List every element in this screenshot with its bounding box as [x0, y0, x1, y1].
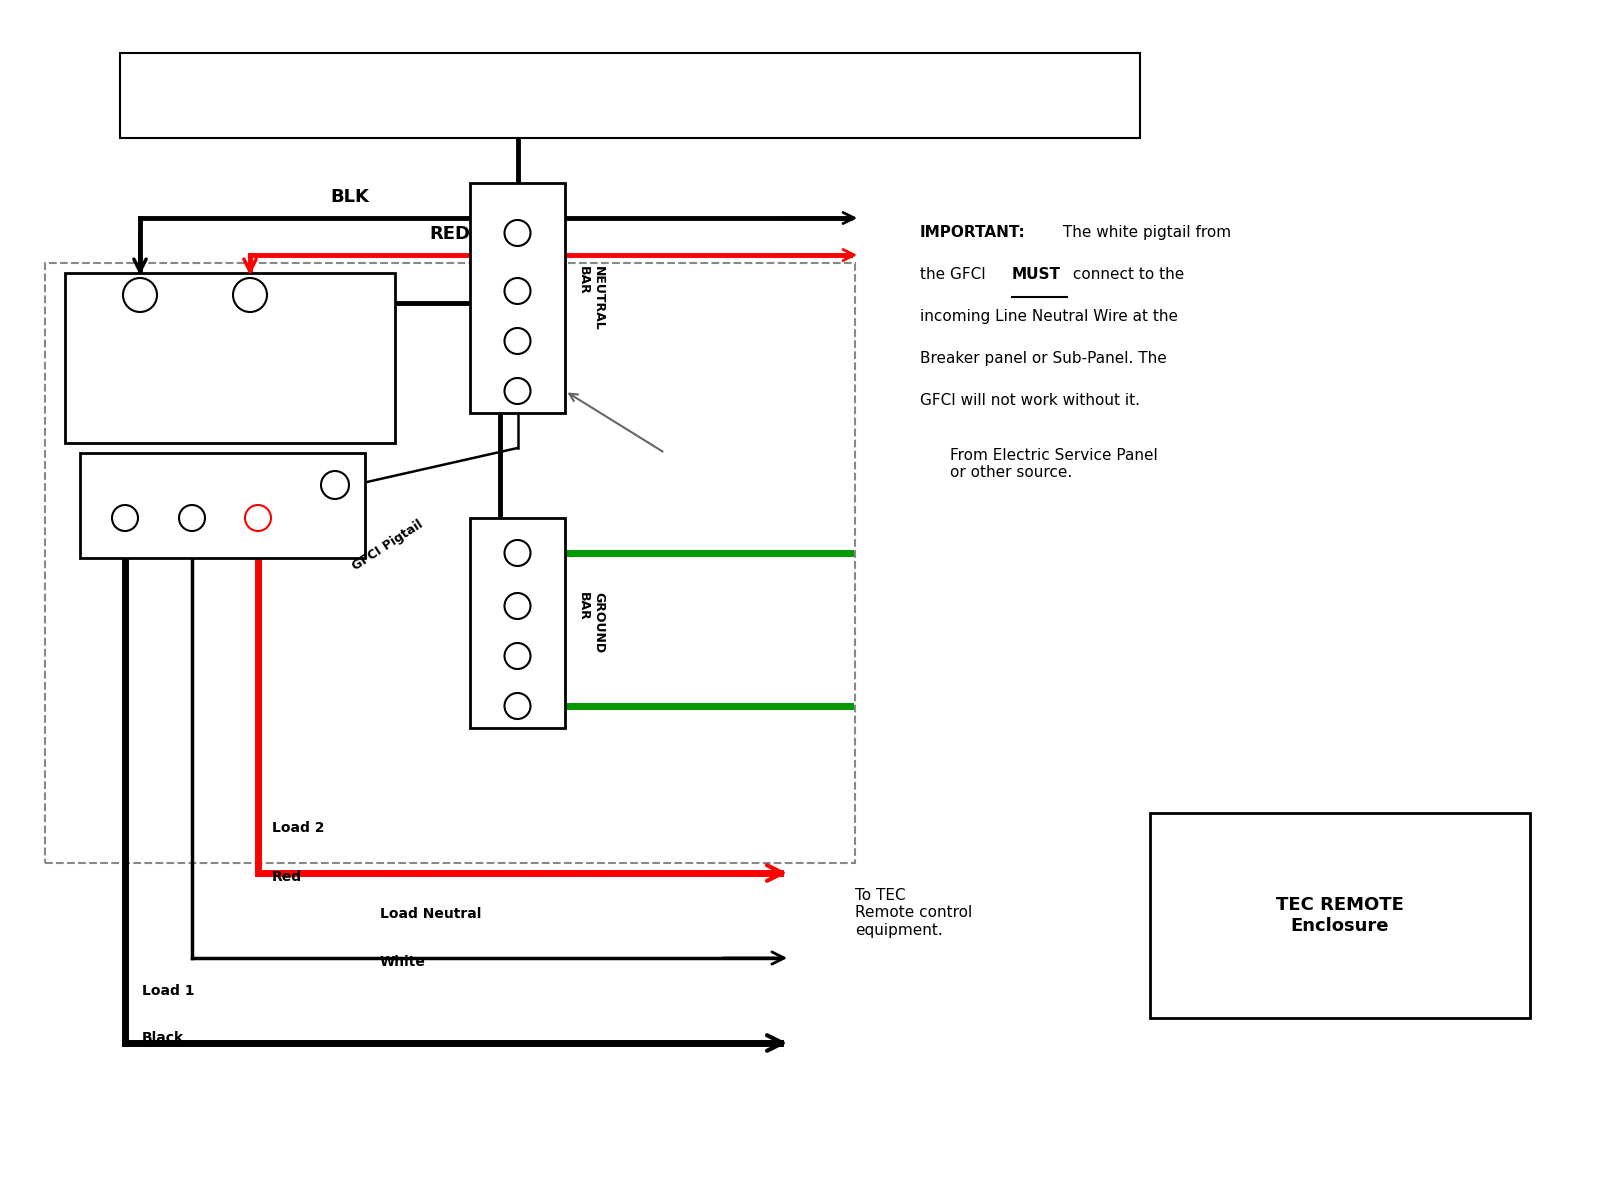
- Text: TEC REMOTE
Enclosure: TEC REMOTE Enclosure: [1277, 896, 1403, 935]
- Bar: [120, 53, 1139, 138]
- Circle shape: [234, 278, 267, 312]
- Text: BLK: BLK: [331, 188, 370, 206]
- Text: GFCI Pigtail: GFCI Pigtail: [350, 518, 426, 574]
- Text: NEUTRAL
BAR: NEUTRAL BAR: [578, 266, 605, 331]
- Text: White: White: [381, 955, 426, 968]
- Text: Breaker panel or Sub-Panel. The: Breaker panel or Sub-Panel. The: [920, 351, 1166, 366]
- Bar: [470, 518, 565, 728]
- Text: Red: Red: [272, 870, 302, 884]
- Text: the GFCI: the GFCI: [920, 267, 990, 282]
- Text: RED: RED: [429, 225, 470, 243]
- Text: Black: Black: [142, 1031, 184, 1045]
- Circle shape: [504, 328, 531, 354]
- Text: incoming Line Neutral Wire at the: incoming Line Neutral Wire at the: [920, 309, 1178, 324]
- Text: WHT: WHT: [598, 103, 642, 122]
- Text: connect to the: connect to the: [1069, 267, 1184, 282]
- Bar: [66, 273, 395, 443]
- Text: MUST: MUST: [1011, 267, 1061, 282]
- Circle shape: [504, 642, 531, 669]
- Circle shape: [504, 540, 531, 565]
- Circle shape: [504, 693, 531, 719]
- Circle shape: [322, 472, 349, 499]
- Text: To TEC
Remote control
equipment.: To TEC Remote control equipment.: [854, 888, 973, 938]
- Circle shape: [245, 505, 270, 531]
- Text: Load 2: Load 2: [272, 820, 325, 835]
- Circle shape: [504, 378, 531, 404]
- Bar: [80, 454, 365, 558]
- Bar: [45, 263, 854, 863]
- Circle shape: [504, 593, 531, 620]
- Bar: [1150, 813, 1530, 1018]
- Text: GROUND
BAR: GROUND BAR: [578, 592, 605, 653]
- Text: IMPORTANT:: IMPORTANT:: [920, 225, 1026, 241]
- Circle shape: [504, 220, 531, 245]
- Text: GFCI will not work without it.: GFCI will not work without it.: [920, 393, 1139, 408]
- Bar: [470, 183, 565, 413]
- Circle shape: [123, 278, 157, 312]
- Text: From Electric Service Panel
or other source.: From Electric Service Panel or other sou…: [950, 448, 1158, 480]
- Circle shape: [504, 278, 531, 304]
- Text: Load Neutral: Load Neutral: [381, 907, 482, 921]
- Circle shape: [179, 505, 205, 531]
- Circle shape: [112, 505, 138, 531]
- Text: Load 1: Load 1: [142, 984, 195, 998]
- Text: The white pigtail from: The white pigtail from: [1058, 225, 1230, 241]
- Text: 240V GFCI Wiring Diagram for Certified Electrician's Reference Only: 240V GFCI Wiring Diagram for Certified E…: [296, 85, 963, 103]
